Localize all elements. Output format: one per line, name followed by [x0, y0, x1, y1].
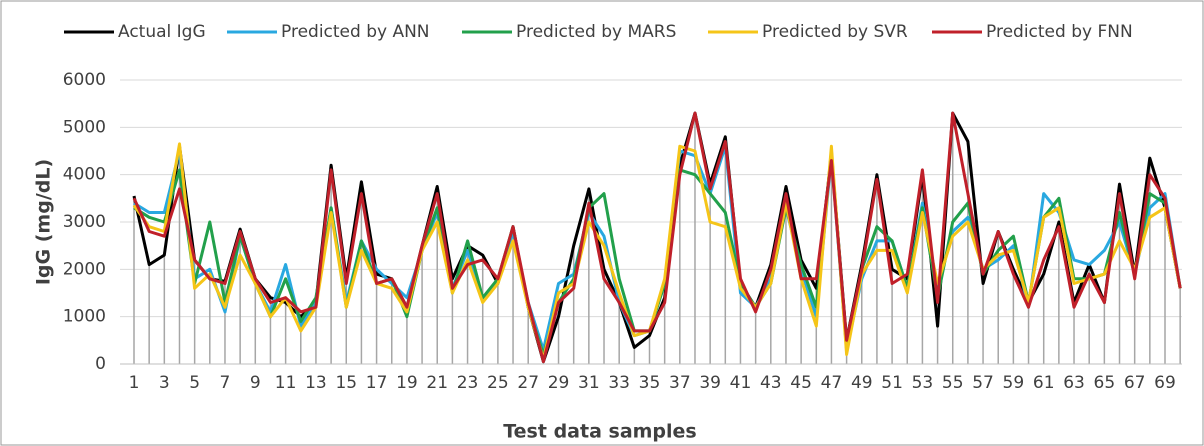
x-axis-title: Test data samples [503, 421, 697, 443]
x-tick-label: 37 [669, 373, 691, 393]
x-tick-label: 21 [426, 373, 448, 393]
x-tick-label: 29 [548, 373, 570, 393]
y-axis-title: IgG (mg/dL) [33, 159, 55, 285]
y-tick-label: 6000 [63, 70, 106, 90]
series-line [132, 111, 1182, 364]
x-tick-label: 41 [730, 373, 752, 393]
legend-label: Predicted by ANN [281, 22, 430, 42]
legend-label: Predicted by MARS [516, 22, 676, 42]
x-tick-label: 51 [881, 373, 903, 393]
y-tick-label: 0 [95, 354, 106, 374]
x-tick-label: 17 [366, 373, 388, 393]
x-tick-label: 61 [1033, 373, 1055, 393]
x-tick-label: 65 [1094, 373, 1116, 393]
x-tick-label: 33 [608, 373, 630, 393]
x-tick-label: 15 [335, 373, 357, 393]
x-tick-label: 39 [699, 373, 721, 393]
x-tick-label: 7 [220, 373, 231, 393]
x-tick-label: 31 [578, 373, 600, 393]
legend-label: Predicted by FNN [986, 22, 1133, 42]
x-tick-label: 53 [912, 373, 934, 393]
x-tick-label: 47 [821, 373, 843, 393]
x-tick-label: 13 [305, 373, 327, 393]
x-tick-label: 23 [457, 373, 479, 393]
x-tick-label: 19 [396, 373, 418, 393]
x-tick-label: 5 [189, 373, 200, 393]
x-tick-label: 63 [1063, 373, 1085, 393]
x-tick-label: 57 [972, 373, 994, 393]
x-tick-label: 35 [639, 373, 661, 393]
y-tick-label: 1000 [63, 307, 106, 327]
y-tick-label: 5000 [63, 117, 106, 137]
x-tick-label: 27 [517, 373, 539, 393]
x-tick-label: 43 [760, 373, 782, 393]
x-tick-label: 49 [851, 373, 873, 393]
x-tick-label: 45 [790, 373, 812, 393]
y-tick-label: 4000 [63, 165, 106, 185]
x-tick-label: 1 [129, 373, 140, 393]
y-tick-label: 3000 [63, 212, 106, 232]
x-tick-label: 59 [1003, 373, 1025, 393]
x-tick-label: 3 [159, 373, 170, 393]
legend-label: Predicted by SVR [762, 22, 908, 42]
x-tick-label: 55 [942, 373, 964, 393]
x-tick-label: 67 [1124, 373, 1146, 393]
x-tick-label: 25 [487, 373, 509, 393]
legend-label: Actual IgG [118, 22, 206, 42]
x-tick-label: 69 [1154, 373, 1176, 393]
x-tick-label: 11 [275, 373, 297, 393]
y-tick-label: 2000 [63, 259, 106, 279]
x-tick-label: 9 [250, 373, 261, 393]
